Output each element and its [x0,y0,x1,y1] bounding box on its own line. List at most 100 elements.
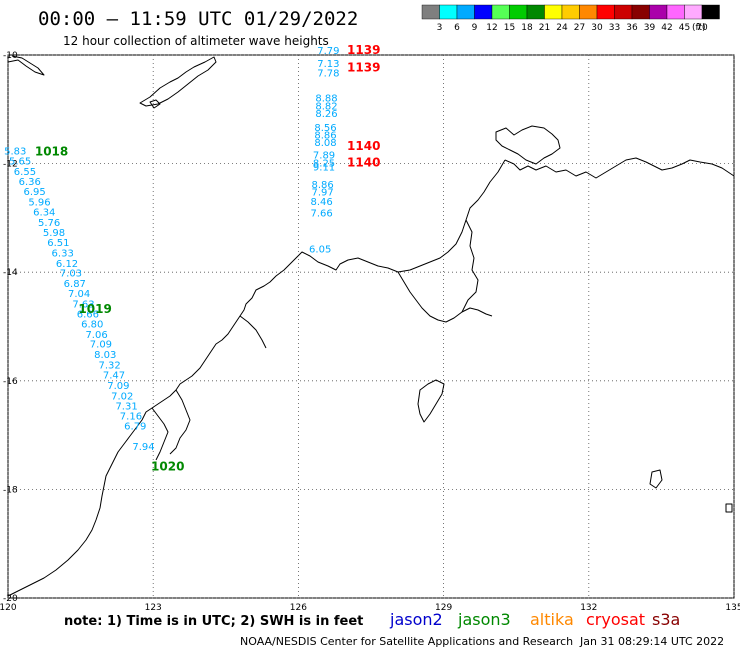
colorbar-tick-label: 18 [521,23,533,33]
latitude-label: -14 [3,268,18,278]
island-coastline [725,503,733,513]
colorbar-swatch [579,4,598,20]
colorbar-tick-label: 27 [574,23,585,33]
pass-number-label: 1018 [35,144,68,158]
wave-height-reading: 6.05 [309,245,331,256]
wave-height-reading: 6.12 [56,259,78,270]
wave-height-reading: 8.86 [311,180,333,191]
longitude-label: 132 [580,603,597,613]
latitude-label: -16 [3,377,18,387]
colorbar-tick-label: 9 [472,23,478,33]
pass-number-label: 1139 [347,43,380,57]
wave-height-reading: 7.89 [313,151,335,162]
top-end-coastline [504,157,735,179]
latitude-label: -18 [3,485,18,495]
wave-height-reading: 6.33 [52,248,74,259]
wave-height-colorbar: 3 6 9 12 15 18 21 24 27 30 33 36 39 42 45 70(ft) [421,4,720,33]
bay-coastline [151,407,169,461]
colorbar-swatch [614,4,633,20]
colorbar-tick-label: 45 [679,23,690,33]
bay-coastline [169,389,191,455]
timor-coastline [7,55,45,76]
colorbar-swatch [491,4,510,20]
colorbar-tick-label: 12 [486,23,497,33]
longitude-label: 129 [435,603,452,613]
island-coastline [417,379,445,423]
gulf-coastline [461,219,479,313]
colorbar-tick-label: 33 [609,23,620,33]
wave-height-reading: 6.87 [64,279,86,290]
latitude-label: -20 [3,594,18,604]
colorbar-tick-label: 30 [591,23,603,33]
satellite-name-cryosat: cryosat [586,610,645,629]
colorbar-swatch [509,4,528,20]
colorbar-tick-label: 15 [504,23,515,33]
wave-height-reading: 7.79 [317,46,339,57]
wave-height-reading: 8.88 [315,94,337,105]
wave-height-reading: 8.08 [314,138,336,149]
wave-height-reading: 6.79 [124,422,146,433]
gulf-coastline [397,271,493,323]
colorbar-swatch [456,4,475,20]
wave-height-reading: 7.78 [317,69,339,80]
colorbar-tick-label: 39 [644,23,656,33]
island-coastline [649,469,663,489]
wave-height-reading: 8.26 [315,109,337,120]
satellite-name-jason2: jason2 [389,610,443,629]
wave-height-reading: 7.03 [60,269,82,280]
wave-height-reading: 7.31 [115,402,137,413]
wave-height-reading: 8.46 [310,197,332,208]
map-frame [7,54,735,599]
pass-number-label: 1139 [347,60,380,74]
colorbar-swatch [701,4,720,20]
altimeter-tracks: 5.835.656.556.366.955.966.345.765.986.51… [4,43,380,473]
wave-height-reading: 7.47 [103,371,125,382]
latitude-label: -12 [3,160,18,170]
colorbar-tick-label: 24 [556,23,568,33]
map-title: 00:00 – 11:59 UTC 01/29/2022 [38,8,358,30]
wave-height-reading: 7.13 [317,59,339,70]
longitude-label: 120 [0,603,17,613]
wave-height-reading: 6.34 [33,208,55,219]
wave-height-reading: 7.04 [68,289,90,300]
pass-number-label: 1020 [151,459,184,473]
colorbar-tick-label: 6 [454,23,460,33]
footer-credit: NOAA/NESDIS Center for Satellite Applica… [240,635,573,648]
colorbar-tick-label: 21 [539,23,550,33]
colorbar-tick-label: 42 [661,23,672,33]
coastline [7,55,735,597]
wave-height-reading: 7.97 [311,188,333,199]
colorbar-tick-label: 70 [696,23,708,33]
pass-number-label: 1019 [78,302,111,316]
wave-height-reading: 5.65 [9,157,31,168]
wave-height-reading: 6.55 [14,167,36,178]
wave-height-reading: 6.95 [23,187,45,198]
colorbar-swatch [421,4,440,20]
wave-height-reading: 7.06 [85,330,107,341]
wave-height-reading: 7.09 [90,340,112,351]
wave-height-reading: 7.66 [310,208,332,219]
colorbar-swatch [666,4,685,20]
colorbar-swatch [649,4,668,20]
wave-height-reading: 7.94 [132,442,154,453]
australia-coastline [7,159,506,597]
colorbar-swatch [631,4,650,20]
colorbar-swatch [684,4,703,20]
wave-height-reading: 5.98 [43,228,65,239]
wave-height-reading: 9.11 [313,163,335,174]
satellite-name-jason3: jason3 [457,610,511,629]
map-subtitle: 12 hour collection of altimeter wave hei… [63,34,329,48]
pass-number-label: 1140 [347,155,380,169]
wave-height-reading: 7.16 [120,411,142,422]
island-coastline [139,56,217,107]
wave-height-reading: 6.66 [77,309,99,320]
wave-height-reading: 7.09 [107,381,129,392]
longitude-label: 123 [145,603,162,613]
colorbar-swatch [544,4,563,20]
pass-number-label: 1140 [347,139,380,153]
satellite-name-altika: altika [530,610,574,629]
colorbar-swatch [596,4,615,20]
wave-height-reading: 6.80 [81,320,103,331]
footer-note: note: 1) Time is in UTC; 2) SWH is in fe… [64,614,363,629]
